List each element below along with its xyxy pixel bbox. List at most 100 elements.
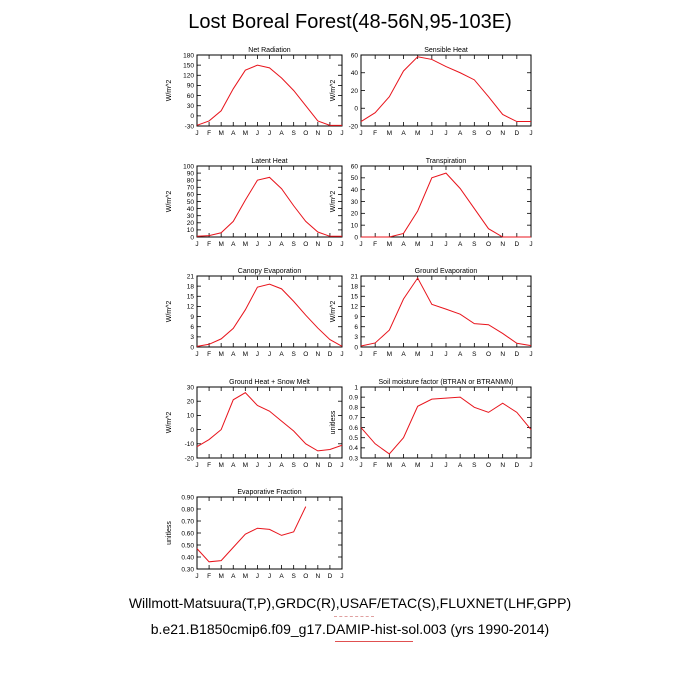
latent-heat-ytick-label: 0 [190,234,194,241]
soil-moisture-factor-xtick-label: F [373,462,377,469]
transpiration-xtick-label: J [529,241,532,248]
canopy-evaporation-xtick-label: O [303,351,308,358]
ground-evaporation-xtick-label: J [529,351,532,358]
ground-heat-snow-melt-ytick-label: -10 [185,441,195,448]
ground-heat-snow-melt-ytick-label: -20 [185,455,195,462]
sensible-heat-ytick-label: 0 [354,106,358,113]
ground-evaporation-ytick-label: 0 [354,344,358,351]
canopy-evaporation-title: Canopy Evaporation [238,268,302,275]
evaporative-fraction-xtick-label: J [340,573,343,580]
ground-heat-snow-melt-xtick-label: S [291,462,296,469]
net-radiation-xtick-label: J [268,130,271,137]
transpiration-frame [360,165,532,238]
transpiration-ytick-label: 40 [351,187,359,194]
sensible-heat-ylabel: W/m^2 [330,80,337,102]
net-radiation-ytick-label: -30 [185,123,195,130]
ground-heat-snow-melt-xtick-label: J [268,462,271,469]
evaporative-fraction-xtick-label: M [218,573,223,580]
sensible-heat-xtick-label: S [472,130,477,137]
canopy-evaporation-ytick-label: 6 [190,324,194,331]
ground-evaporation-frame [360,275,532,348]
net-radiation-ytick-label: 60 [187,93,195,100]
transpiration-xtick-label: O [486,241,491,248]
net-radiation-ytick-label: 180 [183,52,194,59]
net-radiation-xtick-label: M [218,130,223,137]
latent-heat-xtick-label: A [279,241,284,248]
soil-moisture-factor-xtick-label: A [401,462,406,469]
ground-evaporation-ylabel: W/m^2 [330,301,337,323]
sensible-heat-xtick-label: M [387,130,392,137]
soil-moisture-factor-xtick-label: J [359,462,362,469]
footer-case-name: b.e21.B1850cmip6.f09_g17.DAMIP-hist-sol.… [150,621,550,637]
soil-moisture-factor-ytick-label: 0.7 [349,415,358,422]
latent-heat-ytick-label: 100 [183,163,194,170]
page-title: Lost Boreal Forest(48-56N,95-103E) [188,11,512,33]
canopy-evaporation-xtick-label: A [279,351,284,358]
latent-heat-ytick-label: 80 [187,178,195,185]
canopy-evaporation-ytick-label: 12 [187,304,195,311]
net-radiation-xtick-label: J [340,130,343,137]
soil-moisture-factor-xtick-label: J [529,462,532,469]
canopy-evaporation-xtick-label: J [268,351,271,358]
ground-evaporation-ytick-label: 18 [351,283,359,290]
evaporative-fraction-xtick-label: A [279,573,284,580]
evaporative-fraction-xtick-label: S [291,573,296,580]
transpiration-series-line [361,172,531,238]
transpiration-ytick-label: 60 [351,163,359,170]
latent-heat-xtick-label: J [268,241,271,248]
sensible-heat-xtick-label: J [359,130,362,137]
net-radiation-xtick-label: S [291,130,296,137]
transpiration-xtick-label: M [387,241,392,248]
net-radiation-xtick-label: A [231,130,236,137]
ground-evaporation-xtick-label: J [430,351,433,358]
ground-heat-snow-melt-frame [196,386,343,459]
sensible-heat-series-line [360,56,531,123]
evaporative-fraction-series-line [196,506,307,563]
ground-evaporation-xtick-label: M [387,351,392,358]
soil-moisture-factor-xtick-label: N [500,462,505,469]
canopy-evaporation-ytick-label: 21 [187,273,195,280]
evaporative-fraction-xtick-label: A [231,573,236,580]
canopy-evaporation-xtick-label: M [218,351,223,358]
evaporative-fraction-xtick-label: N [315,573,320,580]
canopy-evaporation-ytick-label: 0 [190,344,194,351]
net-radiation-title: Net Radiation [248,47,291,54]
soil-moisture-factor-xtick-label: M [415,462,420,469]
transpiration-ytick-label: 50 [351,175,359,182]
soil-moisture-factor-ytick-label: 0.8 [349,405,358,412]
canopy-evaporation-xtick-label: J [256,351,259,358]
ground-heat-snow-melt-xtick-label: D [328,462,333,469]
ground-evaporation-xtick-label: M [415,351,420,358]
sensible-heat-xtick-label: D [514,130,519,137]
transpiration-xtick-label: J [359,241,362,248]
soil-moisture-factor-ytick-label: 0.4 [349,445,358,452]
net-radiation-xtick-label: N [315,130,320,137]
sensible-heat-title: Sensible Heat [424,47,468,54]
soil-moisture-factor-panel: Soil moisture factor (BTRAN or BTRANMN) u… [330,379,533,469]
soil-moisture-factor-xtick-label: O [486,462,491,469]
transpiration-xtick-label: N [500,241,505,248]
latent-heat-ytick-label: 50 [187,199,195,206]
evaporative-fraction-xtick-label: F [207,573,211,580]
canopy-evaporation-xtick-label: F [207,351,211,358]
sensible-heat-xtick-label: F [373,130,377,137]
canopy-evaporation-xtick-label: D [328,351,333,358]
sensible-heat-ytick-label: 20 [351,88,359,95]
ground-evaporation-ytick-label: 21 [351,273,359,280]
net-radiation-ytick-label: 30 [187,103,195,110]
sensible-heat-xtick-label: A [401,130,406,137]
canopy-evaporation-xtick-label: J [340,351,343,358]
evaporative-fraction-ytick-label: 0.40 [181,554,194,561]
net-radiation-xtick-label: D [328,130,333,137]
net-radiation-xtick-label: J [256,130,259,137]
ground-heat-snow-melt-ytick-label: 0 [190,427,194,434]
canopy-evaporation-ytick-label: 18 [187,283,195,290]
transpiration-xtick-label: J [444,241,447,248]
net-radiation-ytick-label: 150 [183,62,194,69]
net-radiation-frame [196,54,343,127]
ground-evaporation-xtick-label: A [458,351,463,358]
